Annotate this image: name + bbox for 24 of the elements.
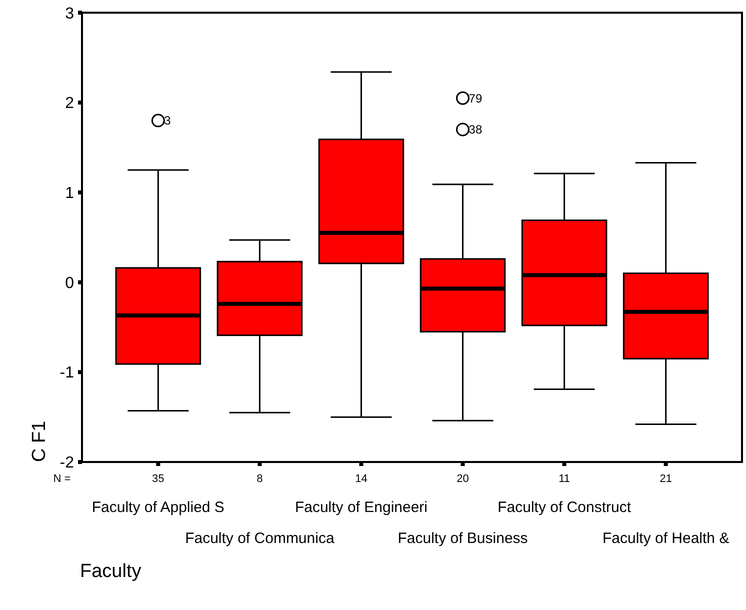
text: 11 xyxy=(558,473,570,485)
text: 14 xyxy=(355,473,368,485)
text: 35 xyxy=(152,473,164,485)
y-tick-label: 3 xyxy=(65,5,74,22)
y-tick-label: -2 xyxy=(60,454,74,472)
y-tick-label: 2 xyxy=(65,95,74,112)
x-tick-label: Faculty of Health & xyxy=(602,530,730,547)
x-tick-label: Faculty of Business xyxy=(398,530,528,547)
x-tick-label: Faculty of Construct xyxy=(498,499,632,516)
annotation: 38 xyxy=(468,122,482,137)
x-axis-title: Faculty xyxy=(80,561,142,582)
text: 21 xyxy=(660,473,672,485)
x-tick-label: Faculty of Communica xyxy=(185,530,335,547)
y-axis-title: C F1 xyxy=(29,420,50,462)
text: N = xyxy=(53,473,71,485)
annotation: 3 xyxy=(164,114,172,128)
x-tick-label: Faculty of Engineeri xyxy=(294,499,428,516)
x-tick-label: Faculty of Applied S xyxy=(92,499,224,516)
annotation: 79 xyxy=(468,91,482,106)
y-tick-label: 1 xyxy=(65,185,74,202)
y-tick-label: -1 xyxy=(60,364,74,382)
y-tick-label: 0 xyxy=(65,274,74,292)
text: 20 xyxy=(456,473,469,485)
text: 8 xyxy=(256,473,263,485)
